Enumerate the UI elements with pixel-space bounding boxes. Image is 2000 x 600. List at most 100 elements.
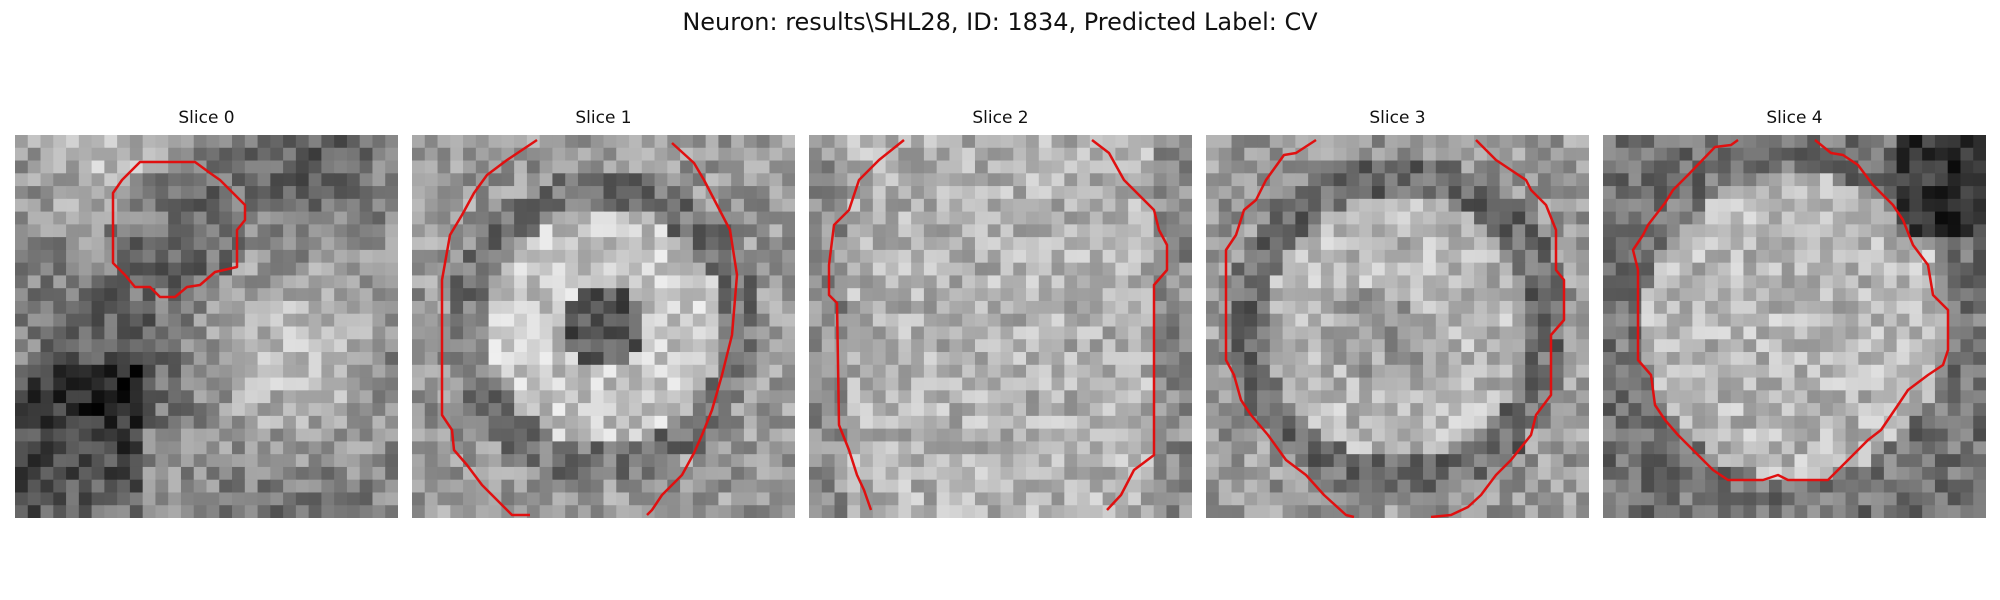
pixel-cell xyxy=(1692,466,1706,481)
pixel-cell xyxy=(1320,300,1335,315)
pixel-cell xyxy=(949,249,963,264)
pixel-cell xyxy=(1743,224,1757,238)
pixel-cell xyxy=(974,262,989,277)
pixel-cell xyxy=(1603,390,1617,404)
pixel-cell xyxy=(437,313,451,328)
pixel-cell xyxy=(244,326,259,340)
pixel-cell xyxy=(641,300,656,315)
pixel-cell xyxy=(872,454,887,468)
pixel-cell xyxy=(78,479,93,494)
pixel-cell xyxy=(1461,211,1475,225)
pixel-cell xyxy=(168,454,182,468)
pixel-cell xyxy=(1410,415,1424,430)
pixel-cell xyxy=(1550,492,1565,506)
pixel-cell xyxy=(232,211,246,225)
pixel-cell xyxy=(1743,186,1757,200)
pixel-cell xyxy=(821,428,836,442)
pixel-cell xyxy=(949,403,963,417)
pixel-cell xyxy=(257,403,271,417)
pixel-cell xyxy=(911,224,925,238)
pixel-cell xyxy=(1973,454,1986,468)
pixel-cell xyxy=(1794,466,1808,481)
pixel-cell xyxy=(603,505,617,518)
pixel-cell xyxy=(1871,173,1885,187)
pixel-cell xyxy=(1423,275,1437,289)
pixel-cell xyxy=(424,428,439,442)
pixel-cell xyxy=(1410,326,1424,340)
pixel-cell xyxy=(501,224,515,238)
pixel-cell xyxy=(168,160,182,174)
pixel-cell xyxy=(501,466,515,481)
pixel-cell xyxy=(346,300,361,315)
pixel-cell xyxy=(1269,352,1284,366)
pixel-cell xyxy=(1179,135,1192,149)
pixel-cell xyxy=(1909,505,1923,518)
pixel-cell xyxy=(936,198,951,213)
pixel-cell xyxy=(705,441,719,455)
pixel-cell xyxy=(1333,339,1348,353)
pixel-cell xyxy=(1973,326,1986,340)
pixel-cell xyxy=(1166,262,1180,277)
pixel-cell xyxy=(1922,403,1936,417)
pixel-cell xyxy=(91,428,105,442)
pixel-cell xyxy=(321,364,335,379)
pixel-cell xyxy=(1563,466,1577,481)
pixel-cell xyxy=(577,211,592,225)
pixel-cell xyxy=(1832,249,1847,264)
pixel-cell xyxy=(232,198,246,213)
pixel-cell xyxy=(1896,135,1910,149)
pixel-cell xyxy=(1730,147,1745,162)
pixel-cell xyxy=(308,147,322,162)
pixel-cell xyxy=(1153,403,1168,417)
pixel-cell xyxy=(1820,300,1834,315)
pixel-cell xyxy=(1794,249,1808,264)
pixel-cell xyxy=(1679,237,1693,251)
pixel-cell xyxy=(769,352,783,366)
pixel-cell xyxy=(641,135,656,149)
pixel-cell xyxy=(1909,428,1923,442)
pixel-cell xyxy=(565,262,579,277)
pixel-cell xyxy=(949,377,963,391)
pixel-cell xyxy=(1486,505,1501,518)
pixel-cell xyxy=(1166,428,1180,442)
pixel-cell xyxy=(346,313,361,328)
pixel-cell xyxy=(847,326,861,340)
pixel-cell xyxy=(692,198,707,213)
pixel-cell xyxy=(78,492,93,506)
pixel-cell xyxy=(1410,173,1424,187)
pixel-cell xyxy=(1871,249,1885,264)
pixel-cell xyxy=(308,262,322,277)
pixel-cell xyxy=(1089,479,1104,494)
pixel-cell xyxy=(257,249,271,264)
pixel-cell xyxy=(1499,224,1513,238)
pixel-cell xyxy=(962,198,976,213)
pixel-cell xyxy=(1525,390,1539,404)
pixel-cell xyxy=(372,313,386,328)
pixel-cell xyxy=(731,403,745,417)
pixel-cell xyxy=(809,415,823,430)
pixel-cell xyxy=(1206,492,1220,506)
pixel-cell xyxy=(1077,403,1091,417)
pixel-cell xyxy=(1269,275,1284,289)
pixel-cell xyxy=(168,198,182,213)
pixel-cell xyxy=(450,211,464,225)
pixel-cell xyxy=(1794,135,1808,149)
pixel-cell xyxy=(1576,466,1589,481)
slice-1-contour-right xyxy=(646,142,739,516)
pixel-cell xyxy=(78,262,93,277)
pixel-cell xyxy=(1909,390,1923,404)
pixel-cell xyxy=(1717,479,1732,494)
pixel-cell xyxy=(911,415,925,430)
pixel-cell xyxy=(1359,135,1373,149)
pixel-cell xyxy=(450,415,464,430)
pixel-cell xyxy=(1384,479,1399,494)
pixel-cell xyxy=(104,198,118,213)
pixel-cell xyxy=(885,249,899,264)
pixel-cell xyxy=(603,428,617,442)
pixel-cell xyxy=(1102,428,1116,442)
pixel-cell xyxy=(168,249,182,264)
pixel-cell xyxy=(1371,160,1386,174)
pixel-cell xyxy=(1166,313,1180,328)
pixel-cell xyxy=(1257,160,1271,174)
pixel-cell xyxy=(1064,466,1078,481)
